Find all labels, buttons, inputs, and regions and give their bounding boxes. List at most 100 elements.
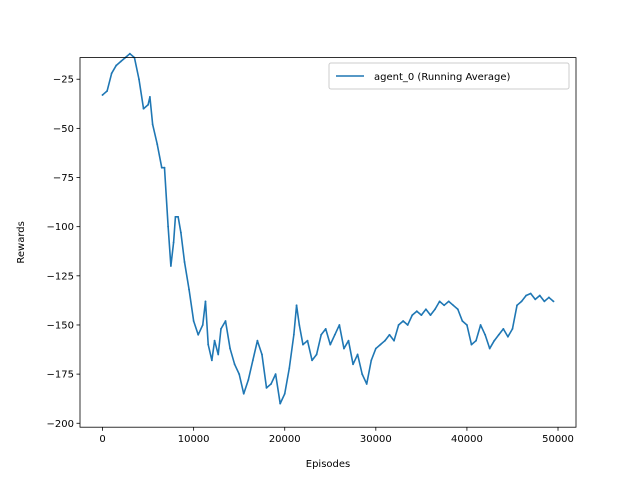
data-point — [207, 343, 210, 346]
data-point — [475, 339, 477, 342]
x-tick-label: 30000 — [360, 434, 392, 445]
data-point — [210, 359, 213, 362]
data-point — [552, 300, 555, 303]
data-point — [298, 324, 301, 326]
data-point — [167, 225, 170, 228]
y-tick-label: −200 — [47, 419, 74, 430]
data-point — [279, 402, 282, 405]
data-point — [511, 328, 514, 330]
data-point — [233, 363, 236, 366]
legend-label: agent_0 (Running Average) — [374, 72, 511, 83]
data-point — [292, 333, 295, 336]
data-point — [370, 359, 373, 362]
data-point — [425, 308, 427, 311]
data-point — [274, 373, 277, 376]
data-point — [347, 339, 350, 342]
data-point — [115, 64, 118, 67]
y-tick-label: −75 — [53, 173, 74, 184]
data-point — [374, 347, 377, 350]
x-tick-label: 50000 — [542, 434, 574, 445]
data-point — [461, 320, 464, 322]
data-point — [497, 333, 500, 336]
data-point — [238, 373, 241, 376]
data-point — [224, 320, 227, 322]
data-point — [220, 328, 222, 330]
data-point — [320, 333, 323, 336]
data-point — [507, 335, 509, 338]
data-point — [538, 294, 541, 297]
data-point — [142, 107, 145, 110]
data-point — [384, 339, 386, 342]
data-point — [543, 300, 546, 303]
data-point — [179, 231, 182, 234]
data-point — [242, 392, 245, 395]
data-point — [493, 339, 496, 342]
x-axis: 0 10000 20000 30000 40000 50000 — [99, 427, 574, 445]
data-point — [302, 343, 304, 346]
data-point — [151, 123, 154, 126]
y-tick-label: −50 — [53, 124, 74, 135]
data-point — [456, 308, 459, 311]
data-point — [138, 78, 140, 81]
data-point — [329, 343, 332, 346]
data-point — [438, 300, 441, 303]
data-point — [288, 367, 291, 370]
y-tick-label: −100 — [47, 222, 74, 233]
x-tick-label: 0 — [99, 434, 105, 445]
data-point — [365, 383, 368, 385]
data-point — [379, 343, 382, 346]
series-line-0 — [101, 52, 555, 405]
data-point — [251, 359, 254, 362]
data-point — [548, 296, 550, 299]
data-point — [295, 304, 298, 307]
data-point — [247, 379, 250, 381]
y-axis: −200 −175 −150 −125 −100 −75 −50 −25 — [47, 75, 80, 430]
data-point — [529, 292, 532, 295]
data-point — [333, 333, 336, 336]
data-point — [156, 143, 159, 146]
data-point — [406, 324, 409, 326]
y-tick-label: −150 — [47, 320, 74, 331]
data-point — [343, 347, 345, 350]
data-point — [361, 373, 364, 376]
data-point — [128, 52, 131, 55]
data-point — [119, 60, 122, 63]
data-point — [261, 353, 263, 356]
data-point — [443, 304, 446, 307]
data-point — [177, 215, 180, 218]
data-point — [256, 339, 259, 342]
data-point — [415, 310, 418, 313]
data-point — [229, 347, 231, 350]
data-point — [397, 324, 400, 326]
data-point — [204, 300, 207, 303]
data-point — [147, 103, 149, 106]
data-point — [169, 265, 172, 267]
data-point — [213, 339, 216, 342]
series-layer — [101, 52, 555, 405]
data-point — [388, 333, 391, 336]
data-point — [283, 392, 286, 395]
data-point — [534, 298, 537, 301]
x-tick-label: 20000 — [269, 434, 301, 445]
data-point — [106, 90, 108, 92]
data-point — [183, 261, 186, 263]
data-point — [466, 324, 468, 326]
data-point — [516, 304, 518, 307]
legend-box — [328, 62, 570, 90]
data-point — [306, 339, 309, 342]
data-point — [101, 94, 104, 96]
y-axis-label: Rewards — [16, 221, 27, 263]
data-point — [484, 333, 487, 336]
data-point — [315, 353, 318, 356]
data-point — [192, 320, 195, 322]
y-tick-label: −25 — [53, 75, 74, 86]
data-point — [174, 215, 177, 218]
data-point — [434, 308, 436, 311]
data-point — [311, 359, 313, 362]
data-point — [188, 288, 190, 291]
data-point — [163, 166, 166, 169]
data-point — [352, 363, 354, 366]
data-point — [488, 347, 491, 350]
y-tick-label: −175 — [47, 370, 74, 381]
